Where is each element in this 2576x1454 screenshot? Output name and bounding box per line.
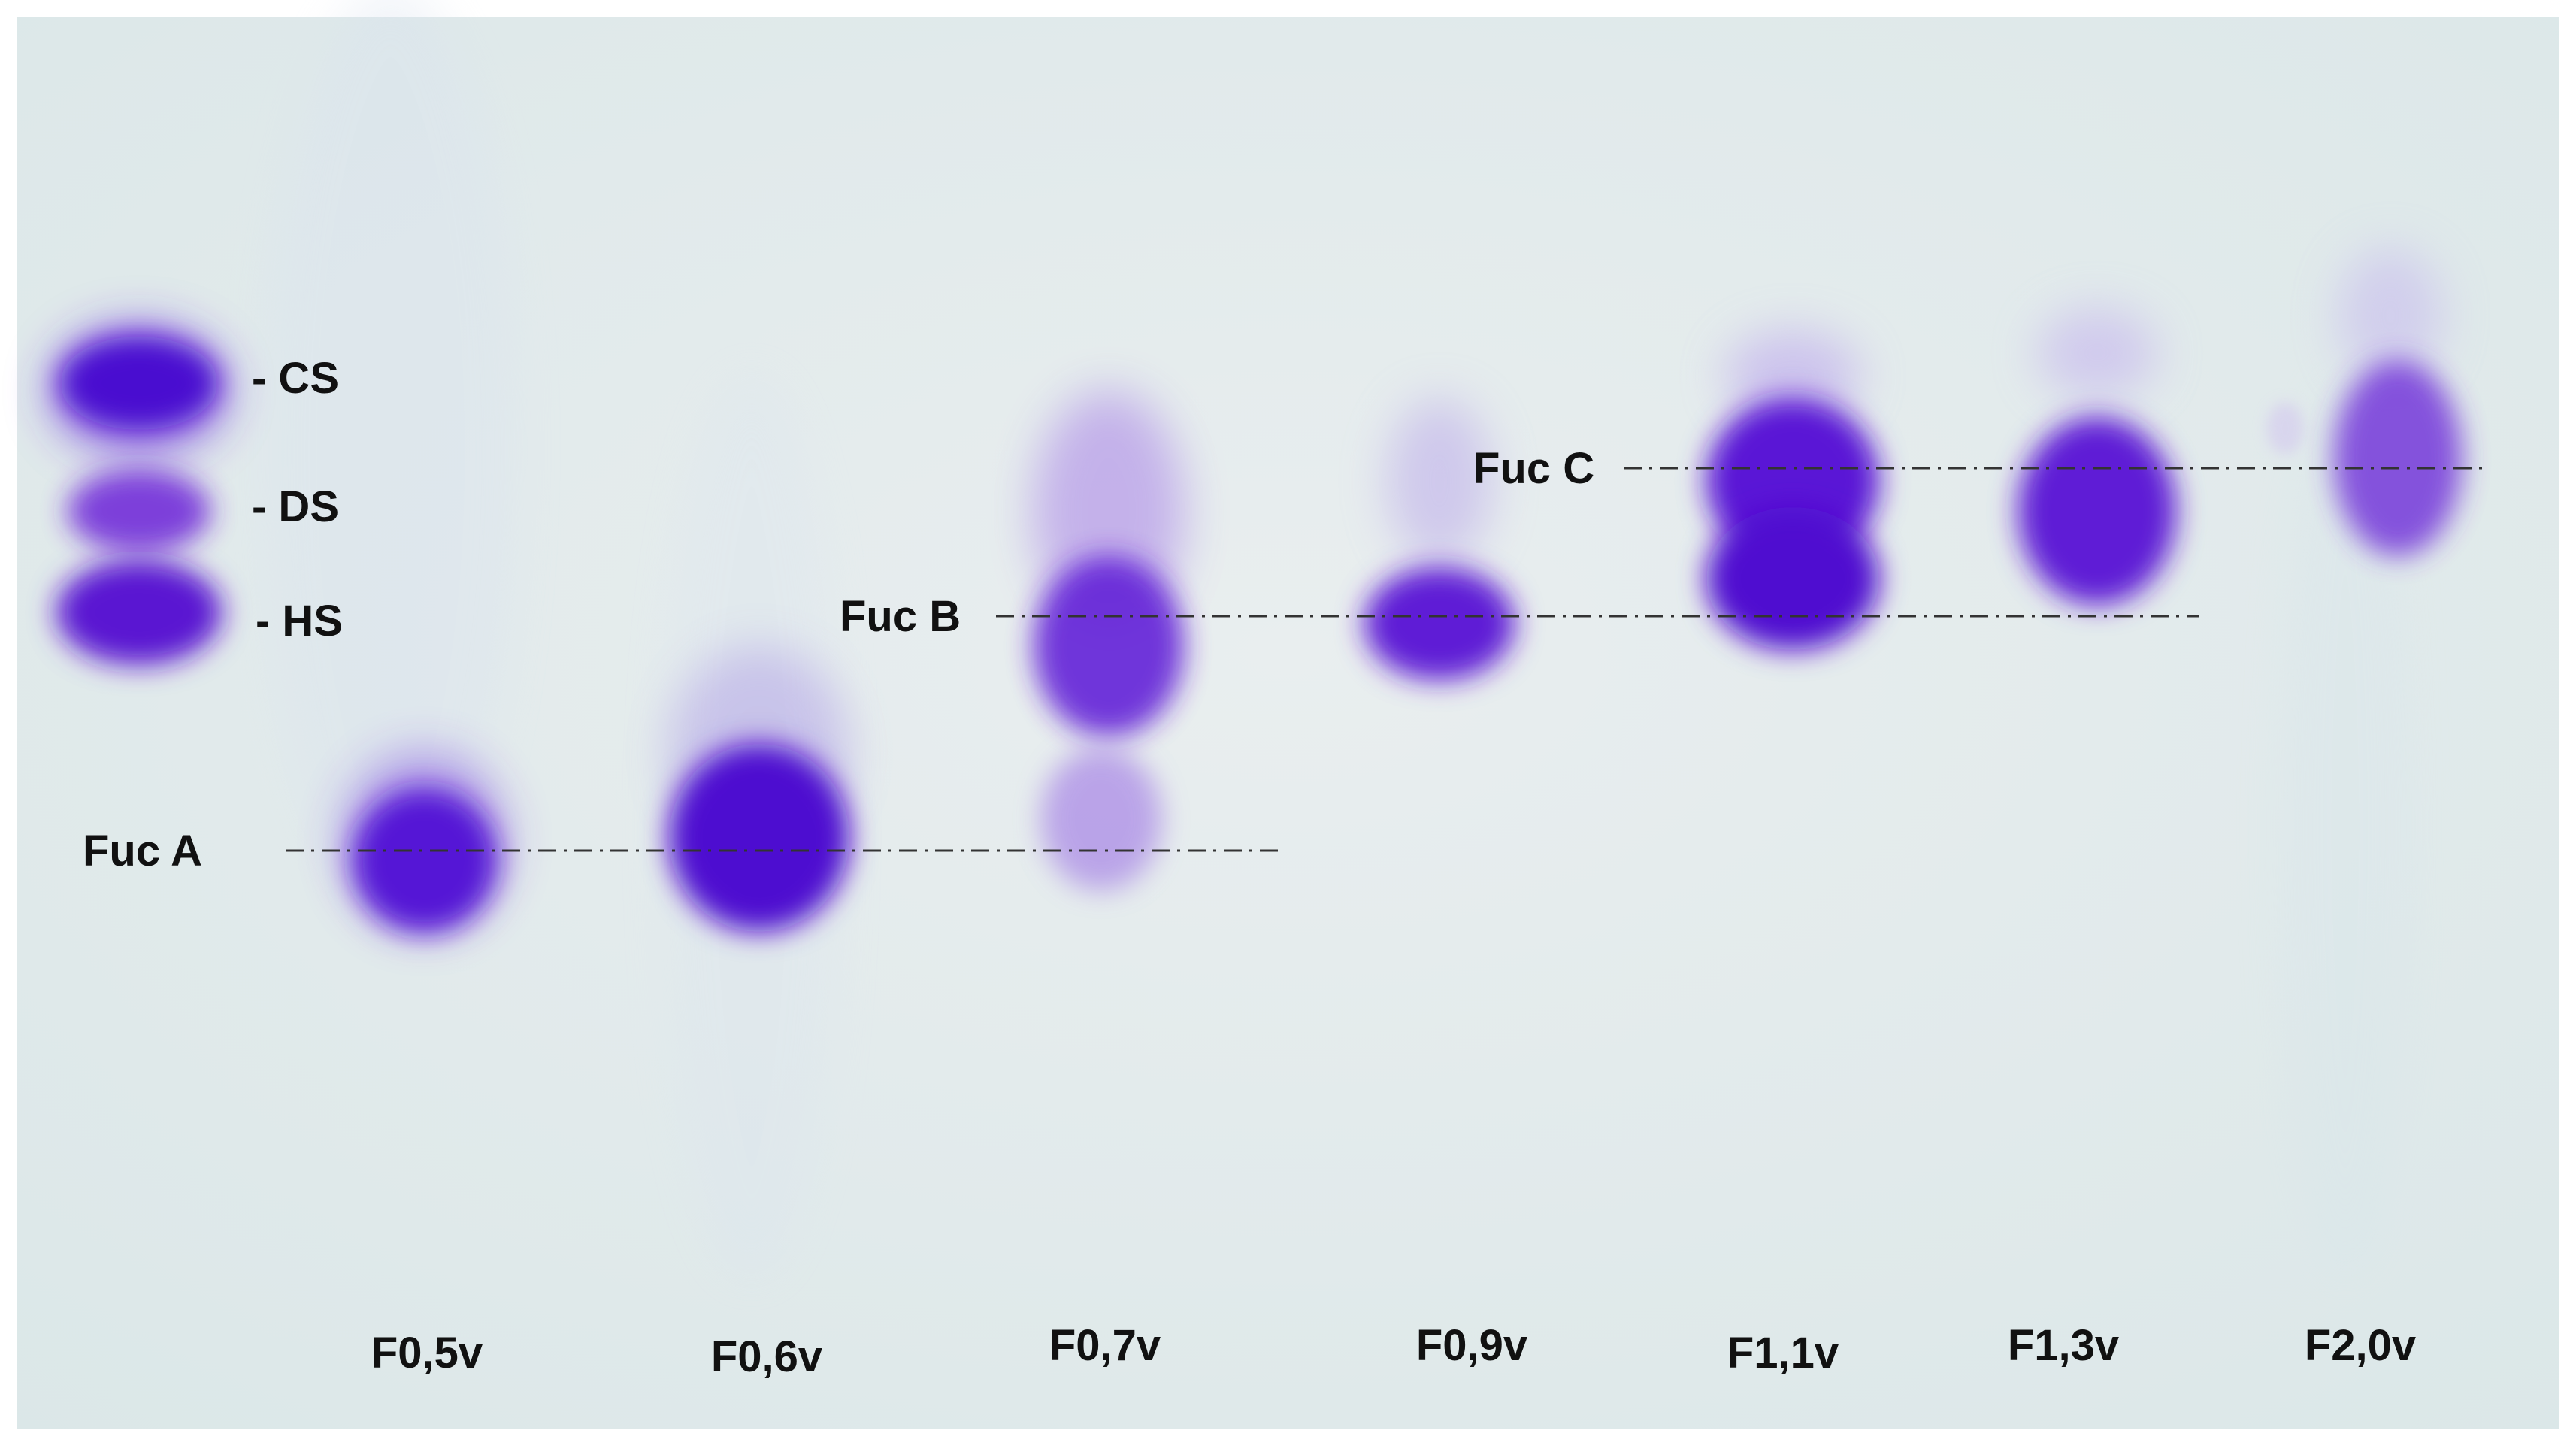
lane-label-f13v: F1,3v <box>2008 1321 2119 1370</box>
fuc-c-label: Fuc C <box>1473 444 1594 493</box>
lane-f07v-spot <box>1034 391 1184 890</box>
lane-label-f09v: F0,9v <box>1416 1321 1527 1370</box>
lane-label-f07v: F0,7v <box>1049 1321 1161 1370</box>
hs-label: - HS <box>256 597 343 645</box>
cs-label: - CS <box>252 354 339 403</box>
lane-f09v-spot <box>1364 398 1515 680</box>
fuc-a-label: Fuc A <box>83 827 202 875</box>
lane-f11v-spot <box>1706 331 1879 650</box>
fuc-b-label: Fuc B <box>840 592 961 641</box>
lane-label-f11v: F1,1v <box>1727 1329 1839 1377</box>
lane-label-f06v: F0,6v <box>711 1332 822 1381</box>
standard-spots <box>49 323 229 665</box>
lane-label-f05v: F0,5v <box>371 1329 483 1377</box>
lane-f06v-spot <box>669 646 849 932</box>
lane-f13v-spot <box>2018 308 2176 605</box>
lane-label-f20v: F2,0v <box>2305 1321 2416 1370</box>
lane-f20v-spot <box>2266 248 2462 556</box>
ds-label: - DS <box>252 482 339 531</box>
lane-f05v-spot <box>342 751 507 932</box>
